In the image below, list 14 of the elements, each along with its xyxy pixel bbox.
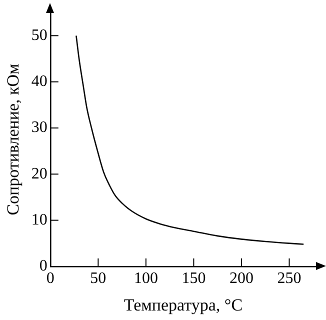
x-tick-label: 150 — [182, 270, 206, 288]
y-tick-label: 50 — [31, 26, 48, 44]
y-tick-label: 0 — [39, 258, 48, 275]
x-tick-label: 50 — [90, 270, 106, 288]
x-tick-label: 250 — [277, 270, 302, 288]
y-tick-label: 20 — [31, 165, 48, 182]
y-tick-label: 10 — [31, 211, 48, 228]
x-tick-label: 100 — [134, 270, 158, 288]
y-tick-label: 30 — [31, 119, 48, 136]
x-tick-label: 200 — [229, 270, 254, 288]
x-axis-title: Температура, °C — [124, 295, 243, 314]
y-tick-label: 40 — [31, 73, 48, 90]
y-axis-title: Сопротивление, кОм — [4, 63, 23, 216]
line-series — [76, 35, 304, 245]
